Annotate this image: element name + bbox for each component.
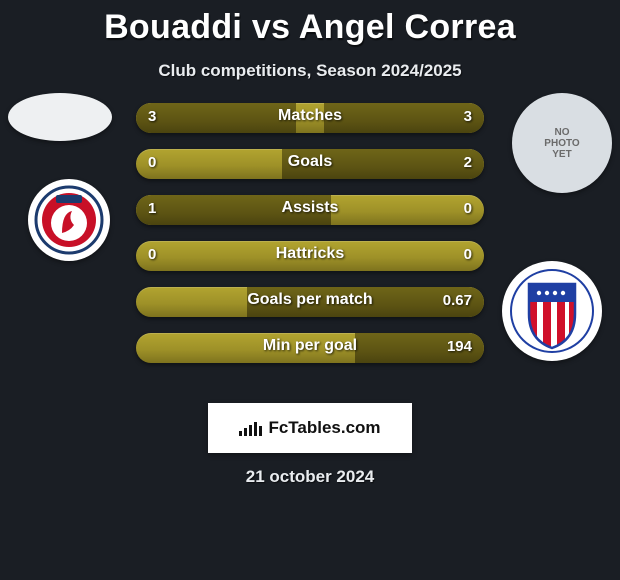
stat-row: Min per goal 194: [136, 333, 484, 363]
stat-bars: 3 Matches 3 0 Goals 2 1 Assists 0 0 Hatt…: [136, 103, 484, 379]
stat-label: Min per goal: [136, 337, 484, 355]
page-title: Bouaddi vs Angel Correa: [0, 0, 620, 47]
stat-row: 3 Matches 3: [136, 103, 484, 133]
stat-row: 0 Goals 2: [136, 149, 484, 179]
page-subtitle: Club competitions, Season 2024/2025: [0, 61, 620, 81]
stat-row: 1 Assists 0: [136, 195, 484, 225]
player-left-avatar: [8, 93, 112, 141]
stat-row: Goals per match 0.67: [136, 287, 484, 317]
stat-right-value: 2: [464, 154, 472, 171]
club-left-badge: [28, 179, 110, 261]
stat-label: Goals per match: [136, 291, 484, 309]
stat-right-value: 0.67: [443, 292, 472, 309]
stat-right-value: 0: [464, 200, 472, 217]
comparison-stage: NO PHOTO YET: [0, 103, 620, 393]
brand-card: FcTables.com: [208, 403, 412, 453]
footer-date: 21 october 2024: [0, 467, 620, 487]
stat-right-value: 3: [464, 108, 472, 125]
lille-icon: [34, 185, 104, 255]
atletico-icon: [509, 268, 595, 354]
brand-label: FcTables.com: [268, 418, 380, 438]
stat-right-value: 194: [447, 338, 472, 355]
stat-label: Assists: [136, 199, 484, 217]
club-right-badge: [502, 261, 602, 361]
stat-label: Matches: [136, 107, 484, 125]
stat-label: Hattricks: [136, 245, 484, 263]
stat-row: 0 Hattricks 0: [136, 241, 484, 271]
stat-right-value: 0: [464, 246, 472, 263]
brand-bars-icon: [239, 420, 262, 436]
stat-label: Goals: [136, 153, 484, 171]
player-right-avatar: NO PHOTO YET: [512, 93, 612, 193]
no-photo-label: NO PHOTO YET: [544, 127, 579, 160]
